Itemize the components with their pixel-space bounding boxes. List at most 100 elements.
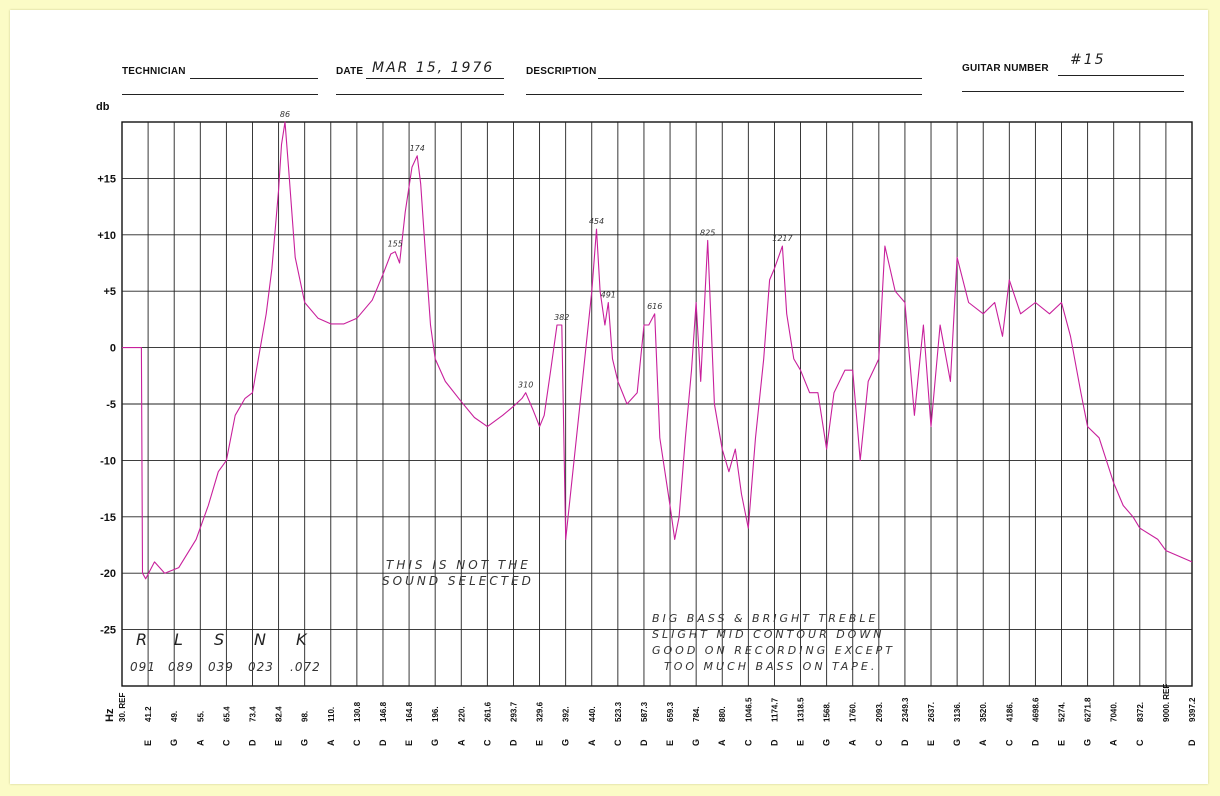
technician-label: TECHNICIAN: [122, 66, 186, 77]
x-tick-note: D: [508, 739, 518, 746]
x-tick-note: C: [352, 739, 362, 746]
y-tick-label: -5: [106, 399, 116, 411]
x-tick-note: G: [561, 739, 571, 746]
comment-line-2: SLIGHT MID CONTOUR DOWN: [652, 628, 885, 641]
x-tick-note: A: [848, 739, 858, 746]
guitar-number-value: #15: [1070, 52, 1106, 68]
x-tick-frequency: 880.: [718, 706, 727, 722]
x-tick-frequency: 82.4: [275, 706, 284, 722]
x-tick-note: A: [195, 739, 205, 746]
x-tick-frequency: 329.6: [536, 701, 545, 722]
x-tick-frequency: 49.: [170, 711, 179, 722]
y-tick-label: +15: [97, 173, 116, 185]
x-tick-frequency: 164.8: [405, 701, 414, 722]
x-tick-note: G: [169, 739, 179, 746]
table-header: N: [254, 630, 268, 649]
technician-underline-2: [122, 94, 318, 95]
peak-label: 491: [601, 290, 616, 299]
x-tick-note: D: [1187, 739, 1197, 746]
y-tick-label: -10: [100, 455, 116, 467]
x-tick-note: E: [926, 740, 936, 746]
y-tick-label: -15: [100, 512, 116, 524]
peak-label: 616: [647, 302, 662, 311]
x-tick-frequency: 65.4: [222, 706, 231, 722]
x-tick-note: E: [796, 740, 806, 746]
description-underline-2: [526, 94, 922, 95]
x-tick-frequency: 4698.6: [1031, 697, 1040, 722]
x-tick-note: C: [743, 739, 753, 746]
x-tick-note: G: [691, 739, 701, 746]
peak-label: 174: [410, 144, 425, 153]
x-tick-note: A: [717, 739, 727, 746]
x-tick-note: E: [1057, 740, 1067, 746]
x-tick-frequency: 9000. REF: [1162, 684, 1171, 722]
peak-label: 382: [554, 313, 569, 322]
peak-labels: 86 155 174 310 382 454 491 616 825 1217: [280, 110, 794, 390]
x-tick-frequency: 784.: [692, 706, 701, 722]
x-tick-note: C: [482, 739, 492, 746]
x-tick-frequency: 440.: [588, 706, 597, 722]
x-tick-frequency: 4186.: [1005, 702, 1014, 722]
date-label: DATE: [336, 66, 364, 77]
x-tick-note: G: [952, 739, 962, 746]
x-tick-frequency: 146.8: [379, 701, 388, 722]
table-value: 089: [168, 660, 194, 674]
x-tick-frequency: 1046.5: [744, 697, 753, 722]
x-tick-note: G: [300, 739, 310, 746]
table-value: 023: [248, 660, 274, 674]
table-value: 039: [208, 660, 234, 674]
x-tick-frequency: 1760.: [849, 702, 858, 722]
date-value: MAR 15, 1976: [372, 60, 495, 76]
x-tick-frequency: 392.: [562, 706, 571, 722]
x-tick-note: D: [769, 739, 779, 746]
date-underline-2: [336, 94, 504, 95]
x-tick-note: A: [978, 739, 988, 746]
selection-note-line-1: THIS IS NOT THE: [386, 558, 531, 572]
guitar-number-underline: [1058, 75, 1184, 76]
x-tick-frequency: 30. REF: [118, 693, 127, 722]
x-tick-note: D: [378, 739, 388, 746]
x-tick-frequency: 293.7: [509, 701, 518, 722]
peak-label: 155: [388, 240, 403, 249]
table-header: R: [136, 630, 150, 649]
table-header: K: [296, 630, 309, 649]
x-tick-note: D: [639, 739, 649, 746]
x-tick-note: E: [274, 740, 284, 746]
description-underline: [598, 78, 922, 79]
x-tick-frequency: 1174.7: [770, 697, 779, 722]
x-tick-frequency: 261.6: [483, 701, 492, 722]
y-tick-label: +10: [97, 230, 116, 242]
x-tick-note: A: [1109, 739, 1119, 746]
x-tick-frequency: 659.3: [666, 701, 675, 722]
x-tick-frequency: 2637.: [927, 702, 936, 722]
x-tick-frequency: 220.: [457, 706, 466, 722]
x-tick-frequency: 6271.8: [1084, 697, 1093, 722]
x-tick-note: A: [587, 739, 597, 746]
x-tick-frequency: 1568.: [823, 702, 832, 722]
x-tick-frequency: 9397.2: [1188, 697, 1197, 722]
x-tick-note: A: [326, 739, 336, 746]
y-tick-label: 0: [110, 343, 116, 355]
peak-label: 454: [589, 217, 604, 226]
y-axis-ticks: +15 +10 +5 0 -5 -10 -15 -20 -25: [97, 173, 116, 636]
comment-line-4: TOO MUCH BASS ON TAPE.: [664, 660, 878, 673]
x-axis-ticks: 30. REF 41.2 E 49. G 55. A 65.4 C 73.4 D 82.4 E 98. G 1…: [118, 684, 1197, 746]
x-tick-frequency: 5274.: [1058, 702, 1067, 722]
comment-line-3: GOOD ON RECORDING EXCEPT: [652, 644, 896, 657]
x-tick-frequency: 41.2: [144, 706, 153, 722]
x-tick-frequency: 55.: [196, 711, 205, 722]
chart-grid: [121, 121, 1193, 687]
selection-note-line-2: SOUND SELECTED: [382, 574, 534, 588]
peak-label: 86: [280, 110, 290, 119]
response-chart-sheet: [10, 10, 1208, 784]
x-axis-label: Hz: [104, 708, 116, 722]
x-tick-frequency: 98.: [301, 711, 310, 722]
x-tick-note: A: [456, 739, 466, 746]
comment-line-1: BIG BASS & BRIGHT TREBLE: [652, 612, 879, 625]
x-tick-note: E: [665, 740, 675, 746]
x-tick-note: D: [247, 739, 257, 746]
x-tick-frequency: 7040.: [1110, 702, 1119, 722]
x-tick-frequency: 130.8: [353, 701, 362, 722]
x-tick-frequency: 587.3: [640, 701, 649, 722]
